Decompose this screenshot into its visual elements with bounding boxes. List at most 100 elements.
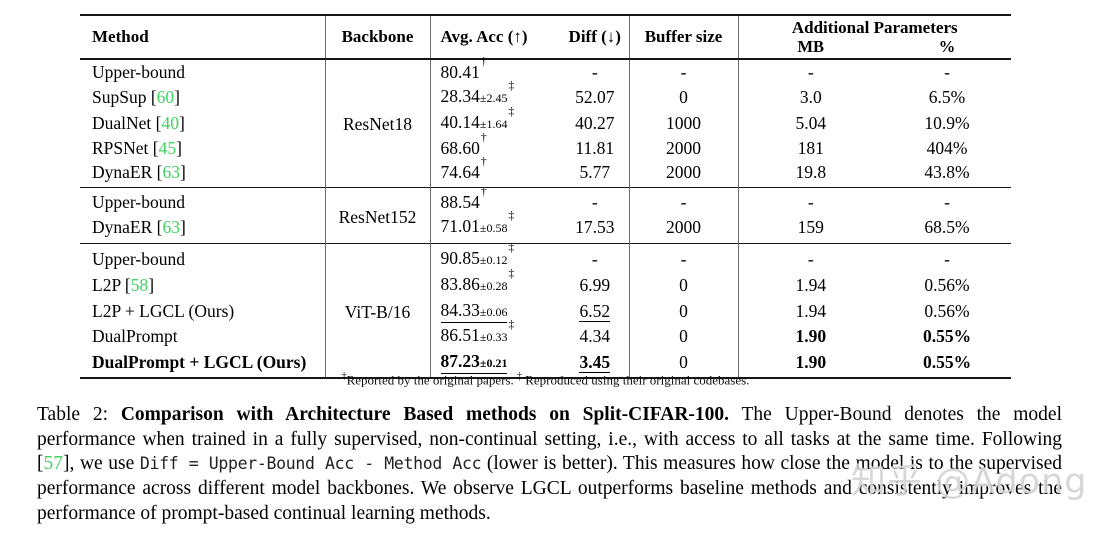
diff-cell: 52.07 <box>561 84 630 110</box>
col-header-avg-acc: Avg. Acc (↑) <box>440 27 528 46</box>
method-cell: Upper-bound <box>80 187 326 214</box>
footnote-marker: † <box>480 186 487 199</box>
caption-segment: The Upper-Bound denotes the model perfor… <box>37 404 1062 475</box>
avg-acc-cell: 87.23±0.21 <box>430 349 561 378</box>
method-cell: RPSNet [45] <box>80 136 326 160</box>
percent-cell: 0.55% <box>922 351 972 372</box>
col-header-diff: Diff (↓) <box>561 15 630 59</box>
buffer-size-cell: 0 <box>629 272 739 298</box>
avg-acc-cell: 84.33±0.06 <box>430 298 561 323</box>
std-dev: ±0.33 <box>479 330 508 344</box>
table-row: DualPrompt 86.51±0.33‡ 4.34 0 1.90 0.55% <box>80 319 1011 349</box>
buffer-size-cell: 0 <box>629 349 739 378</box>
percent-cell: 68.5% <box>924 217 970 237</box>
diff-cell: 17.53 <box>561 214 630 244</box>
footnote-segment: Reproduced using their original codebase… <box>521 372 750 388</box>
buffer-size-cell: 0 <box>629 298 739 323</box>
citation-ref: 63 <box>162 217 180 237</box>
table-row: RPSNet [45] 68.60† 11.81 2000 181 404% <box>80 132 1011 160</box>
mb-cell: 5.04 <box>795 113 827 133</box>
table-caption: Table 2: Comparison with Architecture Ba… <box>37 403 1062 527</box>
buffer-size-cell: 2000 <box>629 160 739 188</box>
col-header-backbone: Backbone <box>325 15 431 59</box>
method-cell: DualPrompt <box>80 323 326 349</box>
caption-segment: Comparison with Architecture Based metho… <box>120 404 730 425</box>
diff-cell: 6.99 <box>561 272 630 298</box>
percent-cell: 0.55% <box>922 326 972 346</box>
percent-cell: - <box>944 62 950 82</box>
diff-cell: - <box>561 187 630 214</box>
avg-acc-cell: 40.14±1.64‡ <box>440 106 515 132</box>
table-row: DynaER [63] 71.01±0.58‡ 17.53 2000 159 68.5% <box>80 210 1011 244</box>
col-header-buffer-size: Buffer size <box>629 15 739 59</box>
results-table: Method Backbone Avg. Acc (↑) Diff (↓) Bu… <box>80 14 1011 379</box>
col-header-method: Method <box>80 15 326 59</box>
avg-acc-cell: 71.01±0.58‡ <box>440 210 515 236</box>
table-row: DynaER [63] 74.64† 5.77 2000 19.8 43.8% <box>80 156 1011 188</box>
buffer-size-cell: 1000 <box>629 110 739 136</box>
footnote-segment: ‡ <box>516 371 522 382</box>
avg-acc-cell: 83.86±0.28‡ <box>440 268 515 294</box>
col-header-mb: MB <box>797 37 825 56</box>
std-dev: ±2.45 <box>479 91 508 105</box>
col-header-additional-parameters: Additional Parameters <box>791 18 958 37</box>
std-dev: ±0.21 <box>479 356 508 370</box>
table-row: SupSup [60] 28.34±2.45‡ 52.07 0 3.0 6.5% <box>80 80 1011 110</box>
mb-cell: 1.94 <box>795 275 827 295</box>
caption-segment: Diff = Upper-Bound Acc - Method Acc <box>139 454 482 474</box>
diff-cell: - <box>561 59 630 84</box>
table-row: L2P + LGCL (Ours) 84.33±0.06 6.52 0 1.94 0.56… <box>80 298 1011 323</box>
mb-cell: - <box>807 62 814 82</box>
footnote-marker: ‡ <box>508 319 515 332</box>
table-footnote: †Reported by the original papers. ‡ Repr… <box>80 371 1011 388</box>
mb-cell: 1.90 <box>795 326 827 346</box>
backbone-cell: ViT-B/16 <box>325 243 431 378</box>
footnote-marker: ‡ <box>508 242 515 255</box>
citation-ref: 40 <box>161 113 180 133</box>
diff-cell: 4.34 <box>561 323 630 349</box>
mb-cell: 19.8 <box>795 162 827 182</box>
percent-cell: - <box>883 243 1011 272</box>
method-cell: Upper-bound <box>80 243 326 272</box>
caption-segment: ], we use <box>63 453 140 475</box>
table-row: Upper-bound ResNet18 80.41† - - - - <box>80 56 1011 188</box>
buffer-size-cell: - <box>629 59 739 84</box>
citation-ref: 45 <box>158 138 177 158</box>
mb-cell: 1.94 <box>795 300 827 321</box>
diff-cell: 6.52 <box>561 298 630 323</box>
method-cell: Upper-bound <box>80 59 326 84</box>
col-header-percent: % <box>938 37 956 56</box>
caption-segment: 57 <box>43 453 64 475</box>
method-cell: DynaER [63] <box>80 214 326 244</box>
percent-cell: 0.56% <box>924 275 970 295</box>
percent-cell: 10.9% <box>924 113 970 133</box>
footnote-segment: † <box>341 371 347 382</box>
citation-ref: 60 <box>156 87 175 107</box>
footnote-marker: † <box>480 56 487 69</box>
percent-cell: - <box>883 187 1011 214</box>
std-dev: ±1.64 <box>479 117 508 131</box>
diff-cell: 11.81 <box>561 136 630 160</box>
comparison-table: Method Backbone Avg. Acc (↑) Diff (↓) Bu… <box>80 14 1011 379</box>
avg-acc-cell: 80.41† <box>440 56 487 82</box>
avg-acc-cell: 88.54† <box>430 186 561 214</box>
buffer-size-cell: 0 <box>629 84 739 110</box>
backbone-cell: ResNet152 <box>325 187 431 244</box>
diff-cell: 3.45 <box>561 349 630 378</box>
method-cell: DualNet [40] <box>80 110 326 136</box>
buffer-size-cell: 0 <box>629 323 739 349</box>
method-cell: L2P [58] <box>80 272 326 298</box>
diff-cell: 40.27 <box>561 110 630 136</box>
caption-segment: Table 2: <box>37 404 121 425</box>
percent-cell: 43.8% <box>924 162 970 182</box>
footnote-segment: Reported by the original papers. <box>346 372 517 388</box>
avg-acc-cell: 86.51±0.33‡ <box>440 319 515 345</box>
table-row: Upper-bound ResNet152 88.54† - - - - <box>80 186 1011 244</box>
footnote-marker: † <box>480 156 487 169</box>
table-row: L2P [58] 83.86±0.28‡ 6.99 0 1.94 0.56% <box>80 268 1011 298</box>
avg-acc-cell: 28.34±2.45‡ <box>440 80 515 106</box>
std-dev: ±0.58 <box>479 221 508 235</box>
table-row: DualNet [40] 40.14±1.64‡ 40.27 1000 5.04 10.9… <box>80 106 1011 136</box>
footnote-marker: † <box>480 132 487 145</box>
